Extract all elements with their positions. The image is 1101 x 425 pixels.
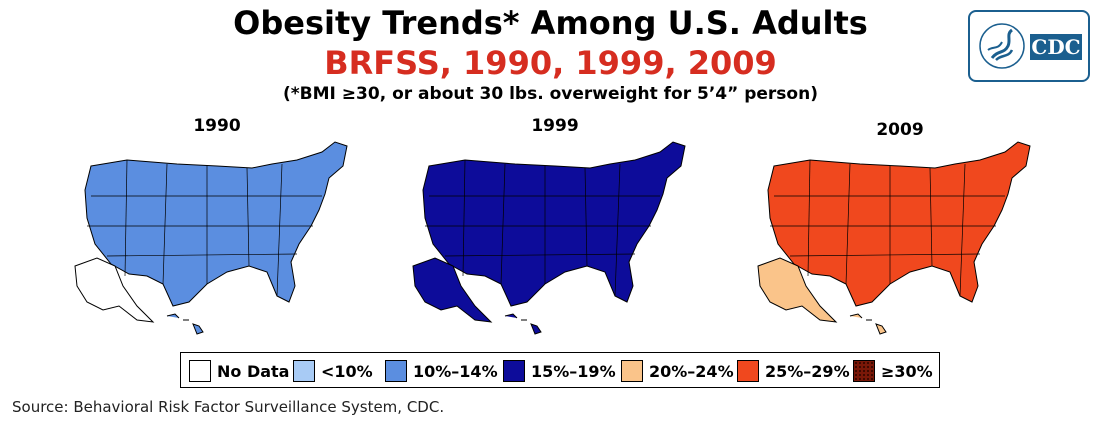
legend-item-no-data: No Data bbox=[189, 360, 289, 382]
legend-item-under-10: <10% bbox=[293, 360, 373, 382]
mainland-us bbox=[767, 141, 1031, 307]
alaska bbox=[74, 257, 155, 323]
page-title: Obesity Trends* Among U.S. Adults bbox=[233, 4, 868, 42]
alaska bbox=[412, 257, 493, 323]
hawaii bbox=[504, 313, 542, 335]
state-border bbox=[845, 163, 851, 285]
cdc-logo-text: CDC bbox=[1030, 34, 1082, 60]
state-border bbox=[124, 159, 128, 277]
map-year-label: 1990 bbox=[193, 116, 241, 136]
map-year-label: 2009 bbox=[876, 120, 924, 140]
legend-swatch bbox=[189, 360, 211, 382]
page-subtitle: BRFSS, 1990, 1999, 2009 bbox=[324, 44, 777, 82]
state-border bbox=[276, 163, 283, 297]
map-1999: 1999 bbox=[390, 112, 720, 342]
map-year-label: 1999 bbox=[531, 116, 579, 136]
map-2009: 2009 bbox=[735, 112, 1065, 342]
legend-item-20-24: 20%–24% bbox=[621, 360, 734, 382]
us-map-2009 bbox=[757, 141, 1031, 335]
state-border bbox=[162, 163, 168, 285]
legend-label: <10% bbox=[321, 361, 373, 381]
mainland-us bbox=[84, 141, 348, 307]
legend-item-30-plus: ≥30% bbox=[853, 360, 933, 382]
legend-swatch bbox=[621, 360, 643, 382]
legend-swatch bbox=[737, 360, 759, 382]
state-border bbox=[584, 167, 588, 267]
state-border bbox=[789, 253, 981, 257]
legend-swatch bbox=[503, 360, 525, 382]
alaska bbox=[757, 257, 838, 323]
state-border bbox=[246, 167, 250, 267]
state-border bbox=[106, 253, 298, 257]
legend-item-10-14: 10%–14% bbox=[385, 360, 498, 382]
legend-label: 25%–29% bbox=[765, 361, 850, 381]
state-border bbox=[462, 159, 466, 277]
state-border bbox=[929, 167, 933, 267]
bmi-note: (*BMI ≥30, or about 30 lbs. overweight f… bbox=[283, 84, 818, 104]
legend-item-25-29: 25%–29% bbox=[737, 360, 850, 382]
map-legend: No Data <10% 10%–14% 15%–19% 20%–24% 25%… bbox=[180, 352, 940, 388]
legend-label: No Data bbox=[217, 361, 290, 381]
hawaii bbox=[166, 313, 204, 335]
us-map-1999 bbox=[412, 141, 686, 335]
map-1990: 1990 bbox=[52, 112, 382, 342]
hawaii bbox=[849, 313, 887, 335]
legend-label: 15%–19% bbox=[531, 361, 616, 381]
hhs-seal-icon bbox=[979, 23, 1025, 69]
legend-swatch bbox=[853, 360, 875, 382]
state-border bbox=[500, 163, 506, 285]
legend-item-15-19: 15%–19% bbox=[503, 360, 616, 382]
state-border bbox=[807, 159, 811, 277]
legend-label: 20%–24% bbox=[649, 361, 734, 381]
legend-label: 10%–14% bbox=[413, 361, 498, 381]
us-map-1990 bbox=[74, 141, 348, 335]
legend-label: ≥30% bbox=[881, 361, 933, 381]
state-border bbox=[614, 163, 621, 297]
mainland-us bbox=[422, 141, 686, 307]
state-border bbox=[444, 253, 636, 257]
legend-swatch bbox=[293, 360, 315, 382]
cdc-logo: CDC bbox=[968, 10, 1090, 82]
state-border bbox=[959, 163, 966, 297]
legend-swatch bbox=[385, 360, 407, 382]
source-note: Source: Behavioral Risk Factor Surveilla… bbox=[12, 398, 445, 416]
